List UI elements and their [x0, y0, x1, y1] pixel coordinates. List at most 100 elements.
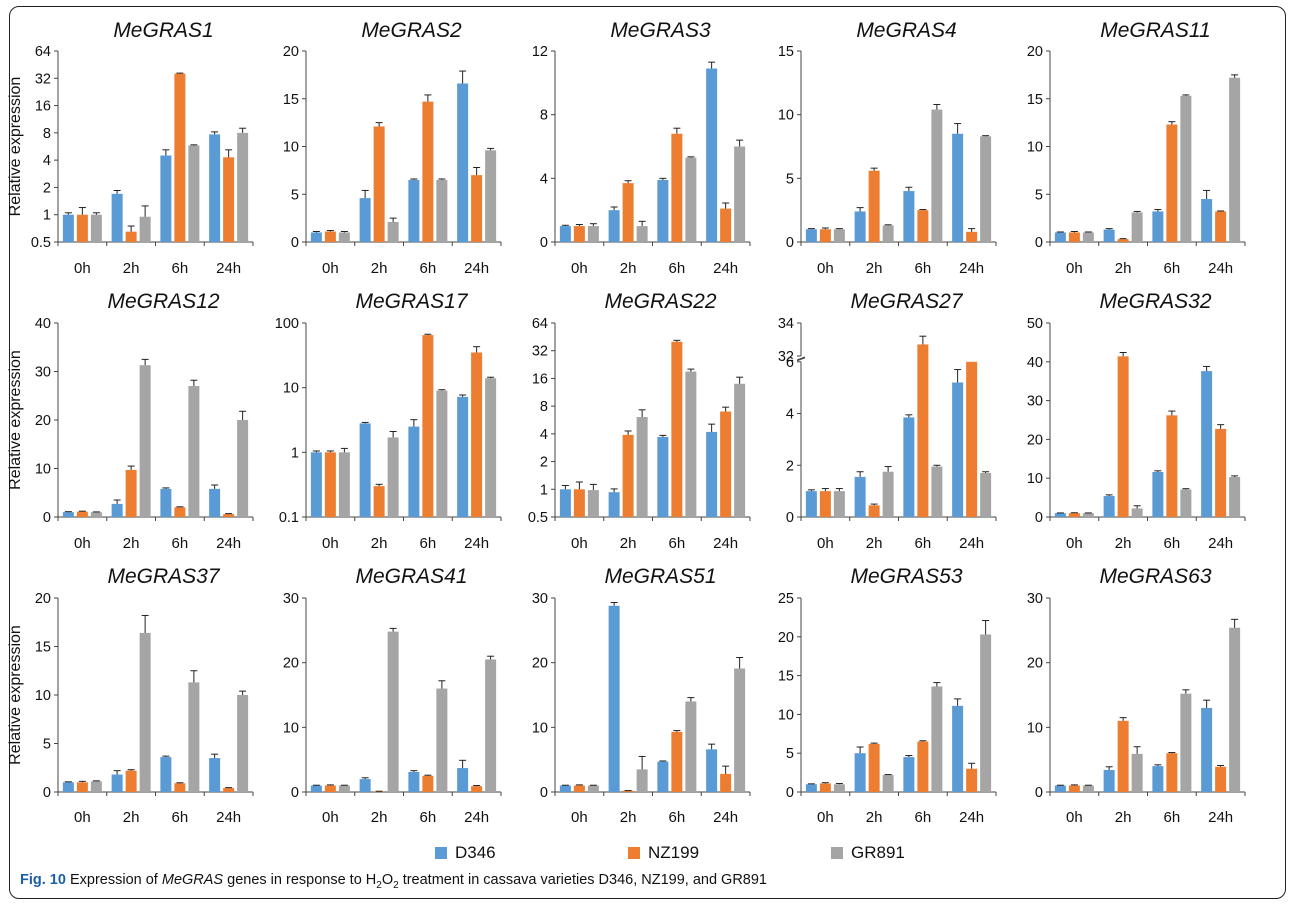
y-tick-label: 10 [283, 381, 299, 397]
x-tick-label: 2h [620, 809, 637, 826]
bar-gr891-0h [833, 229, 845, 242]
x-tick-label: 6h [420, 535, 437, 552]
bar-gr891-0h [338, 785, 350, 792]
x-tick-label: 6h [172, 260, 189, 277]
bar-d346-0h [62, 782, 74, 792]
bar-nz199-6h [671, 341, 683, 517]
chart-title: MeGRAS53 [850, 565, 962, 588]
caption-text-4: treatment in cassava varieties D346, NZ1… [398, 872, 767, 888]
y-tick-label: 34 [778, 316, 794, 332]
y-tick-label: 5 [786, 171, 794, 187]
bar-gr891-6h [188, 386, 200, 517]
y-tick-label: 0 [1035, 235, 1043, 251]
bar-gr891-6h [436, 179, 448, 242]
legend-swatch-gr891 [831, 847, 843, 859]
y-tick-label: 0 [1035, 785, 1043, 801]
bar-gr891-0h [90, 512, 102, 517]
bar-nz199-2h [622, 434, 634, 517]
bar-d346-24h [706, 749, 718, 792]
bar-gr891-2h [387, 437, 399, 517]
bar-gr891-0h [338, 232, 350, 242]
x-tick-label: 6h [669, 809, 686, 826]
bar-d346-24h [952, 382, 964, 517]
bar-d346-24h [1201, 707, 1213, 792]
caption-text-2: genes in response to H [223, 872, 377, 888]
y-tick-label: 5 [291, 187, 299, 203]
legend-swatch-d346 [435, 847, 447, 859]
y-tick-label: 64 [532, 316, 548, 332]
x-tick-label: 24h [713, 535, 738, 552]
bar-d346-6h [1152, 211, 1164, 242]
x-tick-label: 0h [322, 260, 339, 277]
bar-d346-6h [903, 417, 915, 517]
y-tick-label: 20 [532, 656, 548, 672]
bar-gr891-2h [636, 226, 648, 242]
bar-nz199-24h [223, 788, 235, 792]
y-tick-label: 10 [283, 720, 299, 736]
bar-nz199-0h [324, 452, 336, 517]
y-tick-label: 30 [1027, 394, 1043, 410]
x-tick-label: 24h [959, 809, 984, 826]
y-tick-label: 4 [43, 153, 51, 169]
bar-gr891-24h [980, 136, 992, 242]
x-tick-label: 2h [866, 809, 883, 826]
y-tick-label: 4 [540, 171, 548, 187]
chart-title: MeGRAS27 [850, 290, 963, 313]
bar-nz199-24h [471, 175, 483, 242]
bar-d346-2h [111, 774, 123, 792]
x-tick-label: 2h [1115, 809, 1132, 826]
y-tick-label: 5 [786, 746, 794, 762]
y-tick-label: 20 [778, 630, 794, 646]
bar-gr891-0h [90, 214, 102, 242]
bar-d346-6h [903, 757, 915, 792]
y-tick-label: 0 [786, 785, 794, 801]
bar-d346-24h [1201, 199, 1213, 242]
bar-gr891-0h [338, 452, 350, 517]
y-tick-label: 1 [540, 482, 548, 498]
y-tick-label: 5 [1035, 187, 1043, 203]
bar-d346-2h [1103, 229, 1115, 242]
y-tick-label: 15 [283, 92, 299, 108]
x-tick-label: 6h [1164, 535, 1181, 552]
x-tick-label: 24h [216, 260, 241, 277]
y-tick-label: 0 [291, 235, 299, 251]
bar-d346-24h [457, 768, 469, 792]
bar-gr891-0h [1082, 232, 1094, 242]
axis-break-mark [796, 356, 806, 361]
x-tick-label: 0h [1066, 809, 1083, 826]
x-tick-label: 24h [959, 535, 984, 552]
bar-nz199-6h [422, 335, 434, 517]
bar-nz199-6h [917, 210, 929, 242]
bar-gr891-2h [139, 365, 151, 517]
legend-item-gr891: GR891 [831, 842, 905, 864]
bar-nz199-6h [422, 775, 434, 792]
chart-megras32: MeGRAS32 0 10 20 30 40 50 0h 2h 6h 24h [1027, 290, 1246, 552]
bar-gr891-2h [1131, 508, 1143, 517]
y-tick-label: 0 [540, 785, 548, 801]
chart-title: MeGRAS11 [1100, 19, 1211, 42]
bar-gr891-2h [1131, 212, 1143, 242]
bar-d346-6h [657, 436, 669, 517]
x-tick-label: 24h [216, 535, 241, 552]
y-axis-label: Relative expression [7, 625, 24, 765]
chart-title: MeGRAS4 [856, 19, 956, 42]
y-tick-label: 30 [1027, 591, 1043, 607]
bar-nz199-0h [819, 491, 831, 517]
bar-nz199-6h [1166, 415, 1178, 517]
y-tick-label: 30 [532, 591, 548, 607]
bar-nz199-2h [125, 469, 137, 517]
bar-d346-6h [408, 771, 420, 792]
bar-d346-24h [952, 133, 964, 242]
bar-nz199-6h [1166, 753, 1178, 792]
bar-d346-6h [160, 488, 172, 517]
bar-d346-2h [1103, 496, 1115, 517]
y-tick-label: 20 [35, 413, 51, 429]
bar-nz199-24h [720, 208, 732, 242]
bar-nz199-0h [324, 231, 336, 242]
bar-gr891-6h [1180, 489, 1192, 517]
y-tick-label: 8 [540, 399, 548, 415]
bar-gr891-6h [1180, 693, 1192, 792]
bar-gr891-6h [436, 390, 448, 517]
chart-megras53: MeGRAS53 0 5 10 15 20 25 0h 2h 6h 24h [778, 565, 997, 826]
x-tick-label: 6h [915, 535, 932, 552]
